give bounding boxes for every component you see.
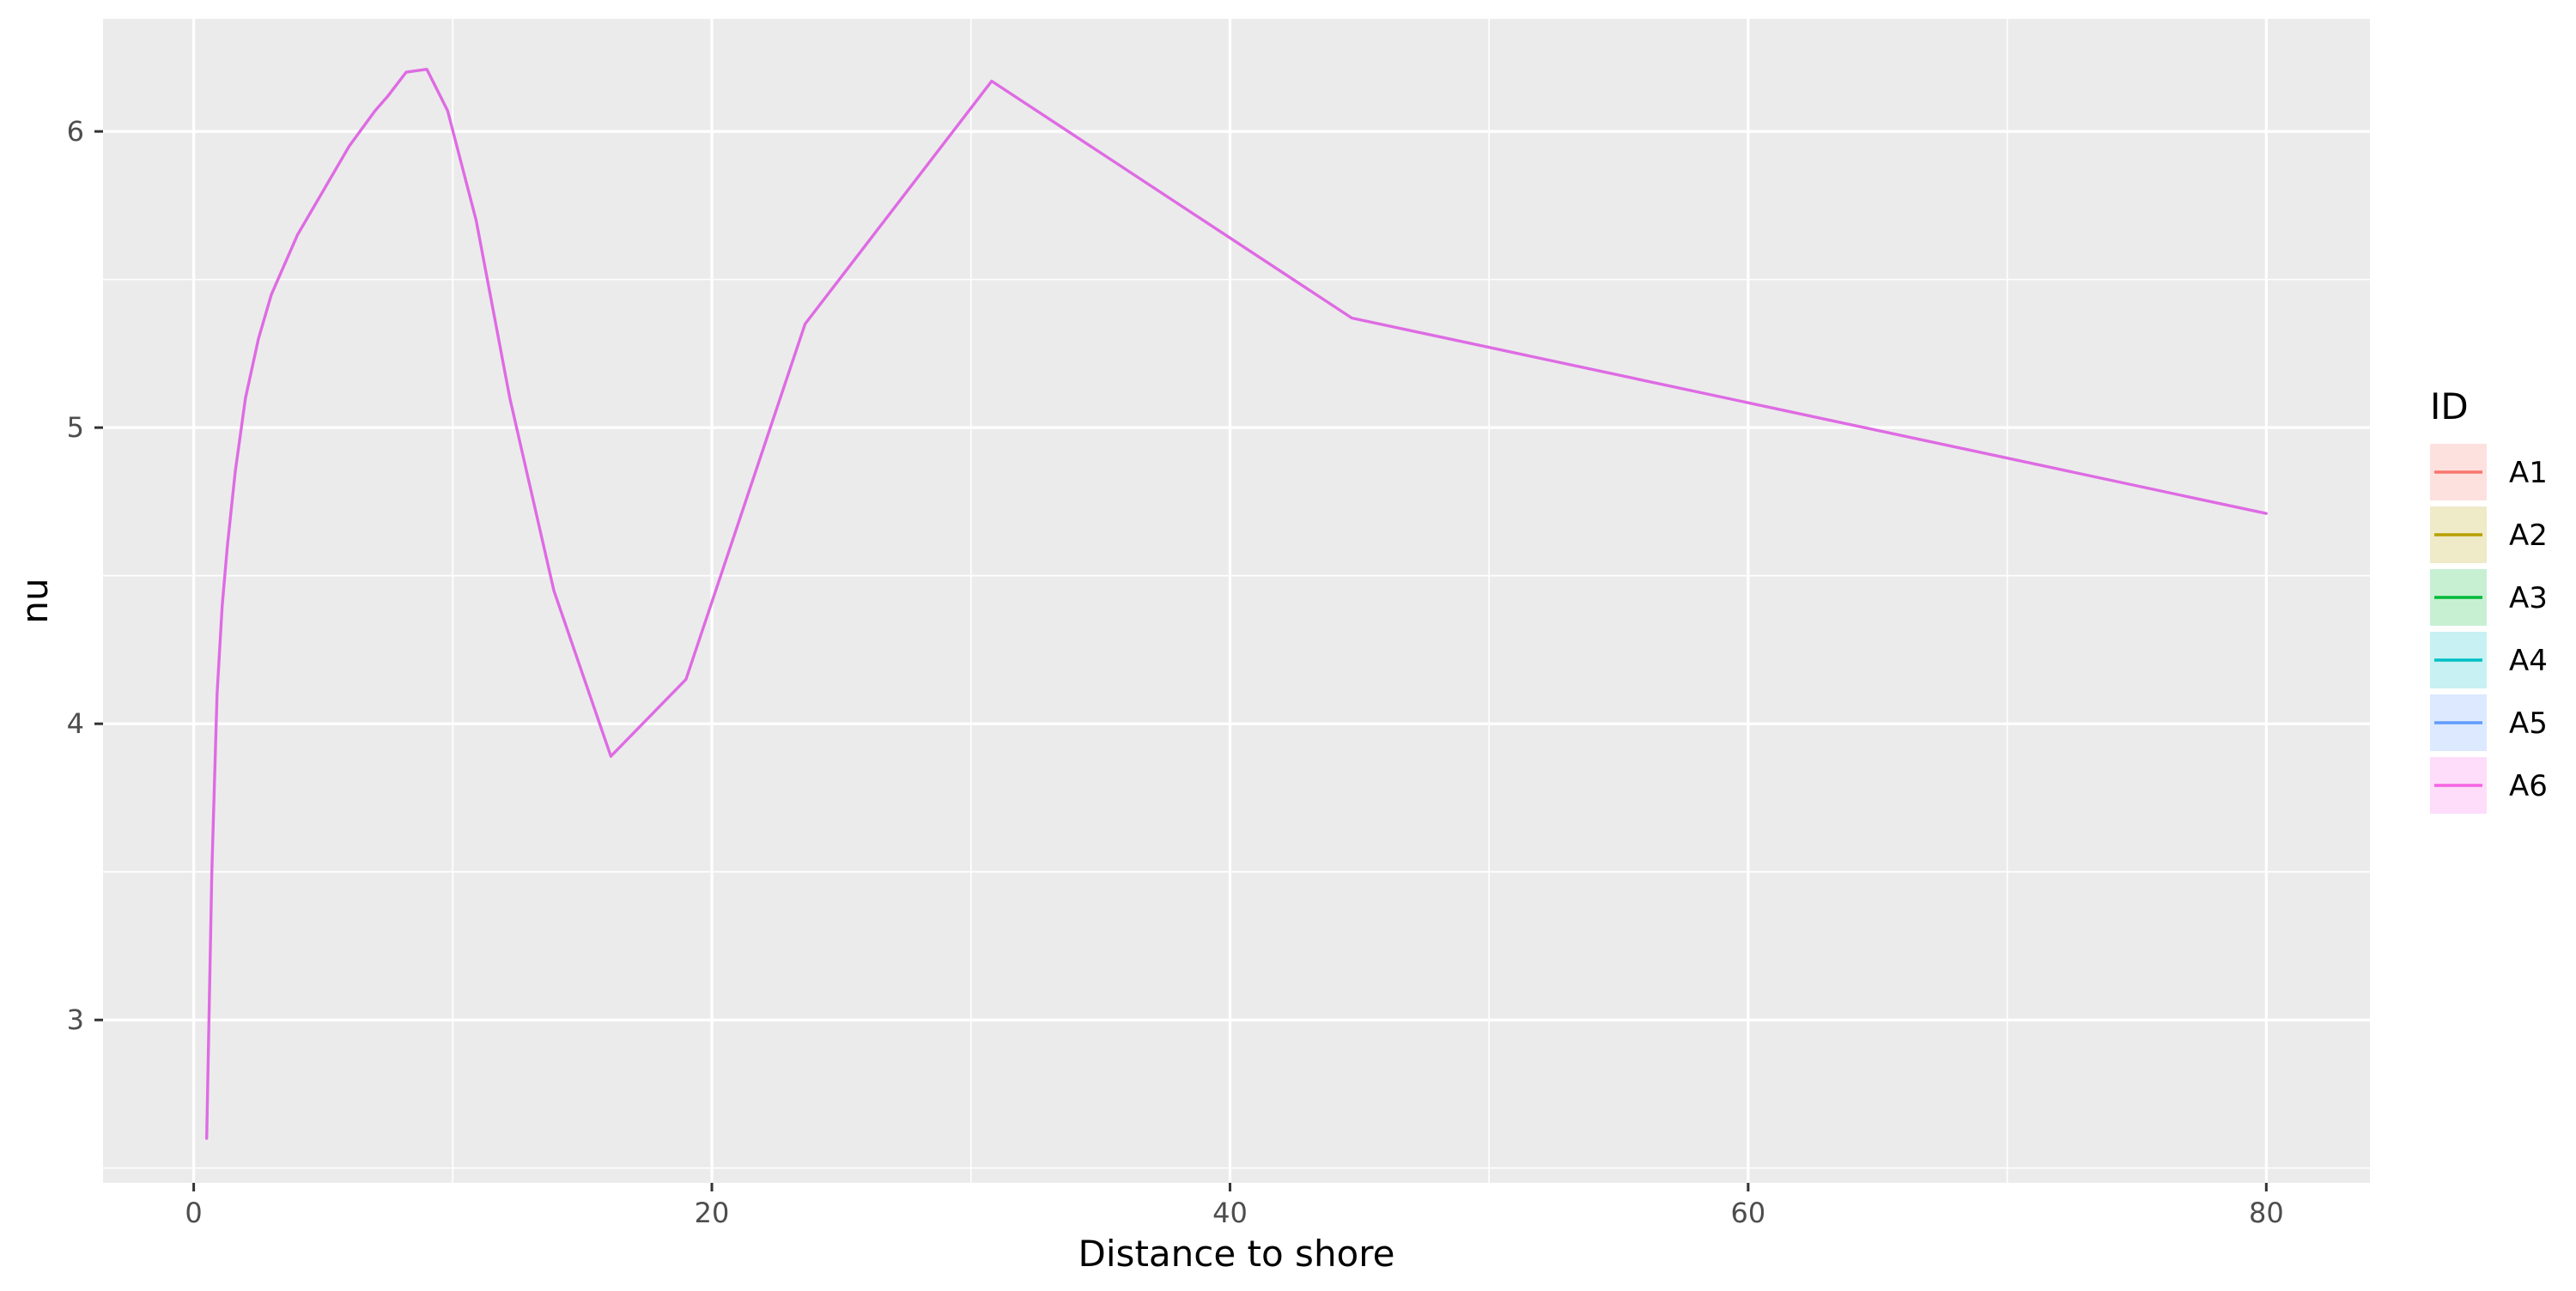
series-layer	[204, 67, 2269, 1140]
legend: ID A1 A2 A3 A4 A5 A6	[2428, 385, 2548, 815]
x-axis-title: Distance to shore	[1078, 1233, 1395, 1275]
series-line-A6	[204, 67, 2269, 1140]
legend-item-A6: A6	[2428, 755, 2548, 815]
legend-label-A3: A3	[2509, 581, 2548, 615]
x-tick-label: 40	[1212, 1197, 1248, 1229]
y-axis-title: nu	[14, 578, 56, 623]
y-tick-label: 4	[67, 707, 84, 740]
x-tick-label: 60	[1731, 1197, 1766, 1229]
y-tick-label: 5	[67, 411, 84, 444]
y-axis: 3 4 5 6	[67, 115, 103, 1036]
x-tick-label: 80	[2249, 1197, 2284, 1229]
x-tick-label: 0	[185, 1197, 202, 1229]
y-tick-label: 6	[67, 115, 84, 148]
legend-item-A1: A1	[2428, 442, 2548, 502]
major-gridlines	[103, 19, 2370, 1183]
legend-item-A2: A2	[2428, 505, 2548, 565]
legend-label-A1: A1	[2509, 456, 2548, 490]
legend-title: ID	[2430, 385, 2469, 427]
legend-item-A3: A3	[2428, 567, 2548, 627]
legend-label-A2: A2	[2509, 518, 2548, 553]
y-tick-label: 3	[67, 1003, 84, 1036]
legend-label-A6: A6	[2509, 769, 2548, 803]
legend-label-A5: A5	[2509, 706, 2548, 741]
legend-item-A5: A5	[2428, 693, 2548, 753]
minor-gridlines	[103, 19, 2370, 1183]
x-tick-label: 20	[695, 1197, 730, 1229]
legend-label-A4: A4	[2509, 644, 2548, 678]
legend-item-A4: A4	[2428, 630, 2548, 690]
x-axis: 0 20 40 60 80	[185, 1183, 2284, 1229]
legend-items: A1 A2 A3 A4 A5 A6	[2428, 442, 2548, 815]
panel-background	[103, 19, 2370, 1183]
